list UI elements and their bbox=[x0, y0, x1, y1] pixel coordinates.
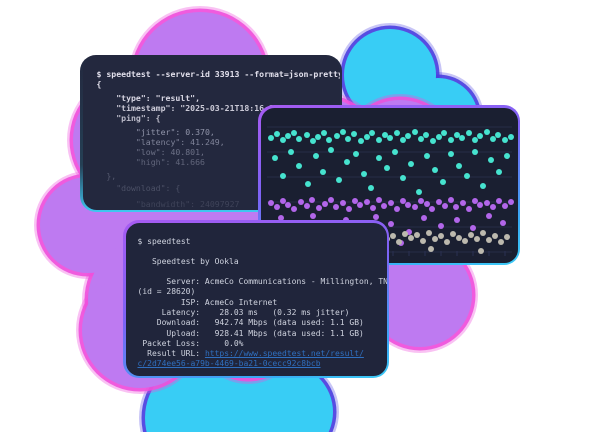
terminal-text: Packet Loss: 0.0% bbox=[137, 338, 244, 348]
terminal-text: ISP: AcmeCo Internet bbox=[137, 297, 278, 307]
terminal-line: $ speedtest bbox=[138, 237, 387, 247]
terminal-text: $ speedtest bbox=[137, 236, 191, 246]
dot-series-cyan-scatter bbox=[271, 146, 510, 195]
terminal-text: (id = 28620) bbox=[137, 287, 196, 297]
terminal-line: { bbox=[96, 78, 102, 89]
terminal-text: Speedtest by Ookla bbox=[137, 256, 239, 266]
terminal-text: Latency: 28.03 ms (0.32 ms jitter) bbox=[137, 307, 350, 317]
terminal-line: Result URL: https://www.speedtest.net/re… bbox=[138, 349, 387, 359]
dot-series-cyan-dense-band bbox=[267, 128, 514, 144]
terminal-line: Upload: 928.41 Mbps (data used: 1.1 GB) bbox=[138, 329, 387, 339]
result-url-link[interactable]: https://www.speedtest.net/result/ bbox=[204, 349, 364, 359]
terminal-line: ISP: AcmeCo Internet bbox=[138, 298, 387, 308]
terminal-line: Server: AcmeCo Communications - Millingt… bbox=[137, 277, 387, 287]
terminal-line: Speedtest by Ookla bbox=[138, 257, 387, 267]
speedtest-result-output: $ speedtest Speedtest by Ookla Server: A… bbox=[138, 237, 387, 370]
result-url-link[interactable]: c/2d74ee56-a79b-4469-ba21-0cecc92c8bcb bbox=[137, 359, 321, 369]
speedtest-result-panel: $ speedtest Speedtest by Ookla Server: A… bbox=[123, 220, 389, 378]
speedtest-result-body: $ speedtest Speedtest by Ookla Server: A… bbox=[125, 222, 387, 376]
terminal-line: c/2d74ee56-a79b-4469-ba21-0cecc92c8bcb bbox=[138, 359, 387, 369]
terminal-line: "type": "result", bbox=[96, 92, 201, 103]
terminal-text: Upload: 928.41 Mbps (data used: 1.1 GB) bbox=[137, 328, 364, 338]
terminal-line: Packet Loss: 0.0% bbox=[138, 339, 387, 349]
terminal-text: Server: AcmeCo Communications - Millingt… bbox=[137, 277, 387, 287]
terminal-line: Download: 942.74 Mbps (data used: 1.1 GB… bbox=[138, 318, 387, 328]
terminal-line: Latency: 28.03 ms (0.32 ms jitter) bbox=[138, 308, 387, 318]
terminal-text: Download: 942.74 Mbps (data used: 1.1 GB… bbox=[137, 318, 364, 328]
terminal-line: $ speedtest --server-id 33913 --format=j… bbox=[96, 68, 340, 79]
terminal-text: Result URL: bbox=[137, 349, 205, 359]
terminal-line: (id = 28620) bbox=[138, 287, 387, 297]
